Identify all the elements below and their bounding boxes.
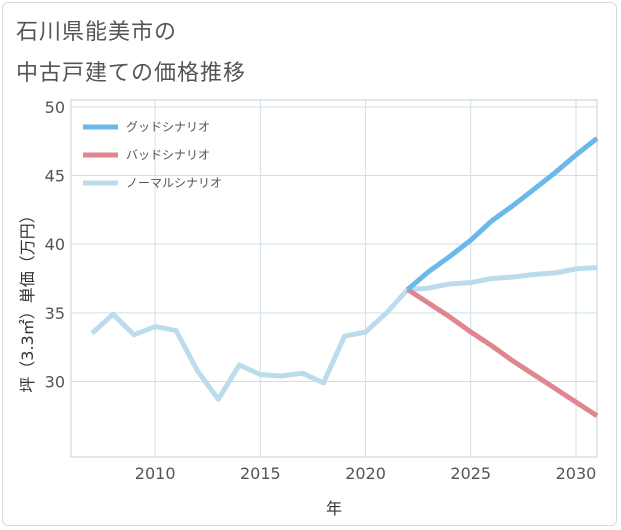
- plot-area: [70, 99, 598, 458]
- chart-title-line-1: 石川県能美市の: [16, 20, 178, 45]
- x-tick-label: 2010: [135, 464, 176, 483]
- series-line-1: [406, 287, 599, 418]
- legend-label-0: グッドシナリオ: [126, 120, 210, 134]
- series-lines: [90, 136, 599, 418]
- grid-lines: [71, 100, 597, 457]
- chart-card: [2, 2, 617, 526]
- y-tick-label: 40: [45, 235, 65, 254]
- x-axis-label: 年: [326, 499, 342, 518]
- x-tick-label: 2015: [240, 464, 281, 483]
- y-tick-label: 45: [45, 167, 65, 186]
- y-axis-label: 坪（3.3㎡）単価（万円）: [18, 207, 37, 392]
- y-tick-label: 50: [45, 98, 65, 117]
- tick-labels: 2010 2015 2020 2025 2030 30 35 40 45 50: [45, 98, 597, 483]
- x-tick-label: 2030: [556, 464, 597, 483]
- y-tick-label: 35: [45, 304, 65, 323]
- chart-title-line-2: 中古戸建ての価格推移: [16, 61, 247, 86]
- legend-label-1: バッドシナリオ: [126, 148, 210, 162]
- y-tick-label: 30: [45, 372, 65, 391]
- series-line-2: [90, 265, 598, 402]
- legend-label-2: ノーマルシナリオ: [126, 176, 222, 190]
- series-line-0: [405, 136, 599, 292]
- x-tick-label: 2025: [450, 464, 491, 483]
- x-tick-label: 2020: [345, 464, 386, 483]
